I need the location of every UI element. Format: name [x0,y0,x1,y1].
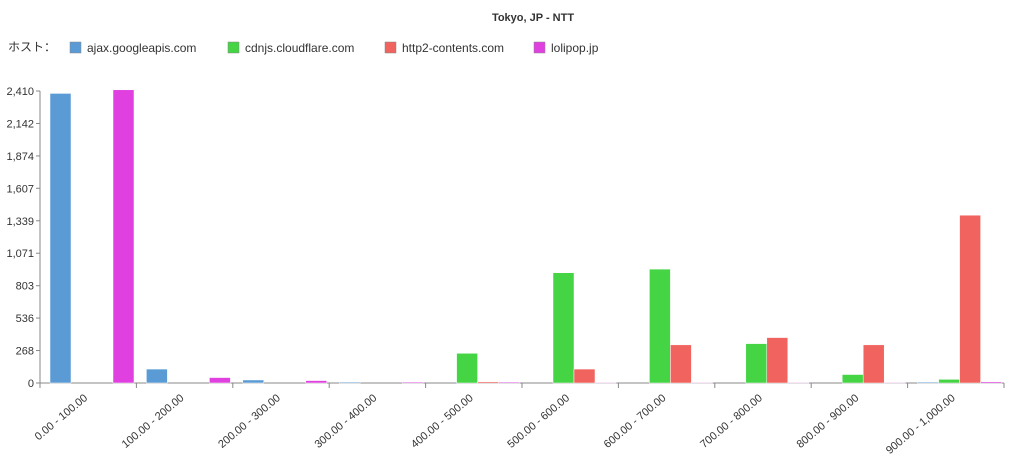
bar [594,382,617,384]
y-tick-label: 1,874 [6,151,34,163]
legend-swatch [227,41,240,54]
bar [573,368,596,384]
y-tick-label: 1,339 [6,216,34,228]
legend-item: ajax.googleapis.com [69,41,196,55]
bar [766,337,789,384]
chart-title: Tokyo, JP - NTT [492,12,574,24]
x-tick-label: 200.00 - 300.00 [216,392,283,451]
y-tick-label: 1,607 [6,183,34,195]
bar [305,380,328,384]
legend-item: lolipop.jp [533,41,599,55]
legend-swatch [533,41,546,54]
x-tick-label: 100.00 - 200.00 [120,392,187,451]
legend-swatch [384,41,397,54]
bars [49,89,1002,384]
bar [938,379,960,384]
legend-item: cdnjs.cloudflare.com [227,41,354,55]
legend-text: lolipop.jp [551,41,599,55]
bar [917,381,939,384]
legend-text: http2-contents.com [402,41,504,55]
bar [112,89,135,384]
bar [649,268,671,384]
y-tick-label: 0 [28,378,34,390]
y-tick-label: 2,142 [6,118,34,130]
x-tick-label: 600.00 - 700.00 [602,392,669,451]
y-tick-label: 2,410 [6,86,34,98]
y-axis: 0 268 536 803 1,071 1,339 1,607 1,874 2,142 2,410 [6,86,41,390]
legend-text: cdnjs.cloudflare.com [245,41,354,55]
x-tick-label: 0.00 - 100.00 [33,392,90,443]
y-tick-label: 1,071 [6,248,34,260]
legend: ajax.googleapis.com cdnjs.cloudflare.com h… [69,41,599,55]
x-tick-label: 500.00 - 600.00 [505,392,572,451]
bar [146,368,168,384]
bar [691,382,713,384]
x-tick-label: 900.00 - 1,000.00 [884,392,958,457]
bar [49,93,72,384]
y-tick-label: 268 [16,346,34,358]
x-tick-label: 400.00 - 500.00 [409,392,476,451]
bar [242,379,265,384]
bar [477,381,499,384]
bar [841,374,864,384]
bar [980,381,1002,384]
x-tick-label: 800.00 - 900.00 [795,392,862,451]
bar [883,382,906,384]
bar [401,381,424,384]
bar [498,381,520,384]
bar [338,381,361,384]
bar [552,272,575,384]
x-axis: 0.00 - 100.00 100.00 - 200.00 200.00 - 300… [33,382,1005,457]
x-tick-label: 300.00 - 400.00 [313,392,380,451]
bar [209,377,231,384]
y-tick-label: 803 [16,281,34,293]
x-tick-label: 700.00 - 800.00 [698,392,765,451]
bar [670,344,692,384]
bar [456,353,478,384]
legend-label: ホスト： [8,40,56,54]
bar [959,214,981,384]
y-tick-label: 536 [16,313,34,325]
legend-text: ajax.googleapis.com [87,41,196,55]
bar [862,344,885,384]
bar [787,382,810,384]
legend-swatch [69,41,82,54]
bar [745,343,768,384]
legend-item: http2-contents.com [384,41,504,55]
